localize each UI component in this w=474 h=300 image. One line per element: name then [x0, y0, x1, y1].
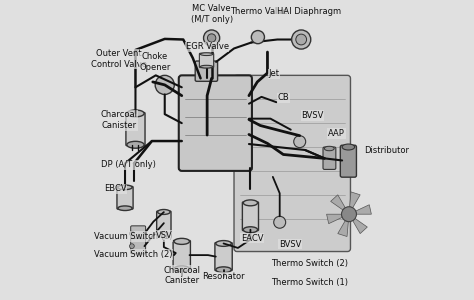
Ellipse shape	[324, 146, 334, 151]
Circle shape	[129, 231, 134, 236]
Ellipse shape	[127, 141, 144, 148]
Text: EBCV: EBCV	[104, 184, 127, 193]
Text: BVSV: BVSV	[301, 111, 324, 120]
Circle shape	[208, 34, 216, 42]
Circle shape	[294, 136, 306, 148]
Ellipse shape	[342, 144, 355, 150]
Ellipse shape	[201, 53, 213, 56]
FancyBboxPatch shape	[131, 226, 146, 242]
Text: Outer Vent
Control Valve: Outer Vent Control Valve	[91, 49, 147, 69]
Text: CB: CB	[277, 93, 289, 102]
FancyBboxPatch shape	[173, 241, 191, 270]
Ellipse shape	[201, 65, 213, 68]
FancyBboxPatch shape	[200, 53, 214, 68]
Polygon shape	[338, 221, 348, 236]
Polygon shape	[350, 192, 360, 208]
Ellipse shape	[157, 209, 170, 214]
Text: Vacuum Switch (2): Vacuum Switch (2)	[94, 250, 172, 259]
Ellipse shape	[243, 227, 257, 233]
Text: Thermo Switch (1): Thermo Switch (1)	[271, 278, 348, 287]
Ellipse shape	[118, 206, 132, 211]
Ellipse shape	[118, 185, 132, 190]
FancyBboxPatch shape	[215, 243, 232, 271]
Text: VSV: VSV	[155, 231, 172, 240]
Text: Jet: Jet	[268, 69, 279, 78]
Circle shape	[296, 34, 307, 45]
FancyBboxPatch shape	[195, 61, 218, 81]
Text: EACV: EACV	[241, 234, 263, 243]
Text: EGR Valve: EGR Valve	[186, 43, 228, 52]
Text: Thermo Valve: Thermo Valve	[230, 7, 288, 16]
Circle shape	[251, 31, 264, 44]
Ellipse shape	[243, 200, 257, 206]
FancyBboxPatch shape	[126, 112, 145, 146]
Ellipse shape	[174, 266, 190, 272]
FancyBboxPatch shape	[131, 238, 146, 254]
FancyBboxPatch shape	[242, 202, 258, 231]
Circle shape	[341, 207, 356, 222]
Polygon shape	[353, 218, 367, 234]
Ellipse shape	[216, 241, 231, 246]
Text: Choke
Opener: Choke Opener	[139, 52, 171, 72]
FancyBboxPatch shape	[179, 75, 252, 171]
FancyBboxPatch shape	[323, 147, 336, 170]
Polygon shape	[331, 195, 345, 210]
Circle shape	[292, 30, 311, 49]
FancyBboxPatch shape	[340, 145, 356, 177]
Ellipse shape	[174, 238, 190, 244]
Text: DP (A/T only): DP (A/T only)	[101, 160, 156, 169]
Text: AAP: AAP	[328, 129, 345, 138]
Ellipse shape	[127, 110, 144, 117]
Ellipse shape	[216, 267, 231, 273]
Circle shape	[155, 75, 174, 94]
Text: MC Valve
(M/T only): MC Valve (M/T only)	[191, 4, 233, 24]
Text: Thermo Switch (2): Thermo Switch (2)	[271, 259, 348, 268]
Text: Resonator: Resonator	[202, 272, 245, 281]
Text: Charcoal
Canister: Charcoal Canister	[100, 110, 137, 130]
Text: Distributor: Distributor	[364, 146, 409, 154]
Circle shape	[273, 216, 286, 228]
FancyBboxPatch shape	[117, 186, 133, 209]
Polygon shape	[356, 205, 371, 214]
Text: Vacuum Switch (1): Vacuum Switch (1)	[94, 232, 172, 241]
FancyBboxPatch shape	[157, 211, 171, 235]
Text: HAI Diaphragm: HAI Diaphragm	[277, 7, 341, 16]
Circle shape	[129, 244, 134, 248]
FancyBboxPatch shape	[234, 75, 350, 251]
Polygon shape	[327, 214, 342, 224]
Text: Charcoal
Canister: Charcoal Canister	[163, 266, 200, 285]
Ellipse shape	[157, 232, 170, 237]
Circle shape	[203, 30, 219, 46]
Text: BVSV: BVSV	[279, 240, 301, 249]
